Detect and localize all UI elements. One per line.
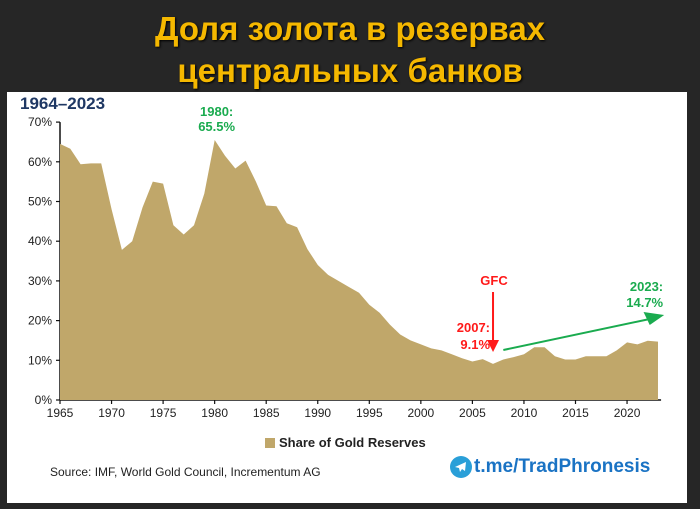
svg-text:60%: 60%: [28, 155, 52, 169]
chart-annotations: 1980: 65.5% GFC 2007: 9.1% 2023: 14.7%: [198, 104, 665, 352]
end-value-label: 14.7%: [626, 295, 663, 310]
svg-text:0%: 0%: [35, 393, 53, 407]
svg-text:30%: 30%: [28, 274, 52, 288]
source-note: Source: IMF, World Gold Council, Increme…: [50, 465, 321, 479]
peak-value-label: 65.5%: [198, 119, 235, 134]
end-year-label: 2023:: [630, 279, 663, 294]
svg-text:1975: 1975: [150, 406, 177, 420]
svg-text:2005: 2005: [459, 406, 486, 420]
gfc-arrowhead-icon: [487, 340, 500, 352]
gold-share-area: [60, 140, 658, 400]
period-label: 1964–2023: [20, 94, 106, 113]
legend: Share of Gold Reserves: [265, 435, 426, 450]
telegram-handle[interactable]: t.me/TradPhronesis: [474, 456, 651, 477]
gfc-label: GFC: [480, 273, 508, 288]
chart-panel: 0% 10% 20% 30% 40% 50% 60% 70% 1965 1970 1975 1980…: [7, 92, 687, 503]
svg-text:20%: 20%: [28, 314, 52, 328]
svg-text:10%: 10%: [28, 353, 52, 367]
svg-text:2010: 2010: [511, 406, 538, 420]
title-line-1: Доля золота в резервах: [154, 10, 546, 47]
svg-text:1965: 1965: [47, 406, 74, 420]
legend-swatch: [265, 437, 275, 448]
peak-year-label: 1980:: [200, 104, 233, 119]
trend-arrow-icon: [503, 318, 650, 351]
svg-text:70%: 70%: [28, 115, 52, 129]
low-value-label: 9.1%: [460, 337, 490, 352]
svg-text:1970: 1970: [98, 406, 125, 420]
page-title: Доля золота в резервах центральных банко…: [0, 8, 700, 92]
svg-text:1990: 1990: [304, 406, 331, 420]
svg-text:50%: 50%: [28, 195, 52, 209]
svg-text:2015: 2015: [562, 406, 589, 420]
svg-text:2020: 2020: [614, 406, 641, 420]
legend-label: Share of Gold Reserves: [279, 435, 426, 450]
telegram-icon: [450, 456, 472, 478]
area-chart: 0% 10% 20% 30% 40% 50% 60% 70% 1965 1970 1975 1980…: [28, 104, 665, 420]
trend-arrowhead-icon: [643, 312, 665, 325]
x-axis: 1965 1970 1975 1980 1985 1990 1995 2000 2005 2010…: [47, 399, 662, 420]
title-line-2: центральных банков: [177, 52, 523, 89]
low-year-label: 2007:: [457, 320, 490, 335]
svg-text:1995: 1995: [356, 406, 383, 420]
svg-text:40%: 40%: [28, 234, 52, 248]
y-axis: 0% 10% 20% 30% 40% 50% 60% 70%: [28, 115, 61, 407]
svg-text:1980: 1980: [201, 406, 228, 420]
telegram-link[interactable]: t.me/TradPhronesis: [450, 456, 650, 478]
svg-text:2000: 2000: [407, 406, 434, 420]
svg-text:1985: 1985: [253, 406, 280, 420]
